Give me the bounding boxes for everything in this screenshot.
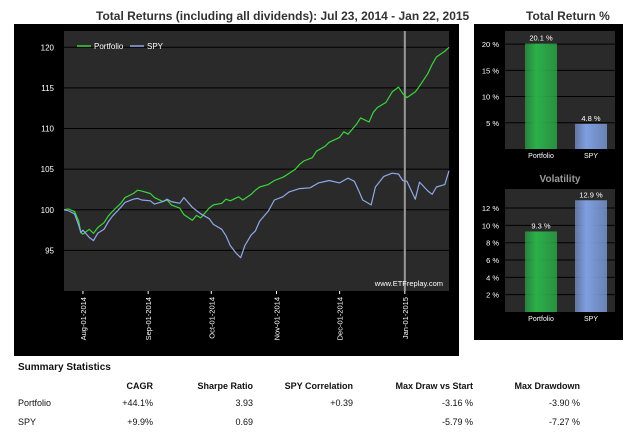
cell-max-drawdown: -7.27 % [548,416,580,427]
return-y-tick-label: 20 % [482,40,499,49]
row-label: Portfolio [18,397,52,408]
volatility-y-tick-label: 4 % [486,273,499,282]
volatility-data-label: 9.3 % [531,221,551,230]
table-row: Portfolio +44.1% 3.93 +0.39 -3.16 % -3.9… [18,393,580,412]
return-category-label: Portfolio [528,153,554,160]
bar-charts-panel: Volatility 5 % 10 % 15 % 20 % 20.1 % Portfoli… [474,24,623,340]
line-chart-y-ticks: 95 100 105 110 115 120 [41,43,55,255]
volatility-bar-portfolio [525,231,557,312]
series-line-spy [63,170,450,259]
header-sharpe: Sharpe Ratio [197,381,253,391]
return-bar-portfolio [525,43,557,149]
x-tick-label: Jan-01-2015 [401,297,410,339]
return-bar-spy [575,123,607,149]
series-line-portfolio [63,46,450,235]
y-tick-label: 115 [41,84,54,93]
x-tick-label: Nov-01-2014 [272,297,281,340]
volatility-category-label: SPY [584,316,598,323]
x-tick-label: Oct-01-2014 [207,297,216,339]
line-chart-gridlines [64,46,449,251]
volatility-bar-spy [575,200,607,312]
return-data-label: 4.8 % [581,114,601,123]
y-tick-label: 120 [41,43,55,52]
volatility-y-tick-label: 8 % [486,239,499,248]
summary-header-row: CAGR Sharpe Ratio SPY Correlation Max Dr… [18,379,581,393]
cell-max-draw-start: -3.16 % [441,397,473,408]
volatility-y-tick-label: 10 % [482,221,499,230]
return-bars: 5 % 10 % 15 % 20 % 20.1 % Portfolio 4.8 % SPY [482,34,615,160]
y-tick-label: 95 [45,246,54,255]
cell-max-drawdown: -3.90 % [548,397,580,408]
volatility-bars: 2 % 4 % 6 % 8 % 10 % 12 % 9.3 % Portfolio 12.9 %… [482,190,615,323]
header-blank [18,379,88,393]
volatility-data-label: 12.9 % [579,190,603,199]
cell-sharpe: 0.69 [235,416,253,427]
y-tick-label: 100 [41,206,55,215]
return-data-label: 20.1 % [529,34,553,43]
line-chart-title: Total Returns (including all dividends):… [96,9,470,23]
line-chart-x-ticks: Aug-01-2014 Sep-01-2014 Oct-01-2014 Nov-01-… [79,291,410,340]
x-tick-label: Sep-01-2014 [144,297,153,340]
total-returns-line-chart: 95 100 105 110 115 120 Aug-01-2014 Sep-01-2014… [14,24,459,356]
summary-statistics: Summary Statistics CAGR Sharpe Ratio SPY… [18,362,628,431]
x-tick-label: Aug-01-2014 [79,297,88,340]
return-y-tick-label: 10 % [482,93,499,102]
volatility-y-tick-label: 6 % [486,256,499,265]
line-chart-legend: Portfolio SPY [77,42,164,51]
legend-portfolio-label: Portfolio [94,42,124,51]
summary-table: CAGR Sharpe Ratio SPY Correlation Max Dr… [18,379,580,431]
table-row: SPY +9.9% 0.69 -5.79 % -7.27 % [18,412,580,431]
bar-panel-title: Total Return % [526,9,610,23]
return-y-tick-label: 15 % [482,66,499,75]
line-chart-plot-area [64,31,449,291]
header-max-draw-start: Max Draw vs Start [395,381,473,391]
cell-sharpe: 3.93 [235,397,253,408]
summary-heading: Summary Statistics [18,362,111,373]
return-y-tick-label: 5 % [486,119,499,128]
legend-spy-label: SPY [147,42,164,51]
cell-max-draw-start: -5.79 % [441,416,473,427]
line-chart-series [63,46,450,259]
volatility-y-tick-label: 12 % [482,204,499,213]
row-label: SPY [18,416,37,427]
x-tick-label: Dec-01-2014 [336,297,345,340]
cell-cagr: +44.1% [122,397,153,408]
cell-correlation: +0.39 [330,397,353,408]
volatility-y-tick-label: 2 % [486,291,499,300]
cell-cagr: +9.9% [127,416,153,427]
volatility-chart-title: Volatility [540,174,581,185]
y-tick-label: 105 [41,165,55,174]
cell-correlation [253,412,353,431]
header-max-drawdown: Max Drawdown [514,381,580,391]
volatility-category-label: Portfolio [528,316,554,323]
watermark: www.ETFreplay.com [374,279,443,288]
header-cagr: CAGR [126,381,154,391]
y-tick-label: 110 [41,125,54,134]
header-correlation: SPY Correlation [284,381,353,391]
return-category-label: SPY [584,153,598,160]
